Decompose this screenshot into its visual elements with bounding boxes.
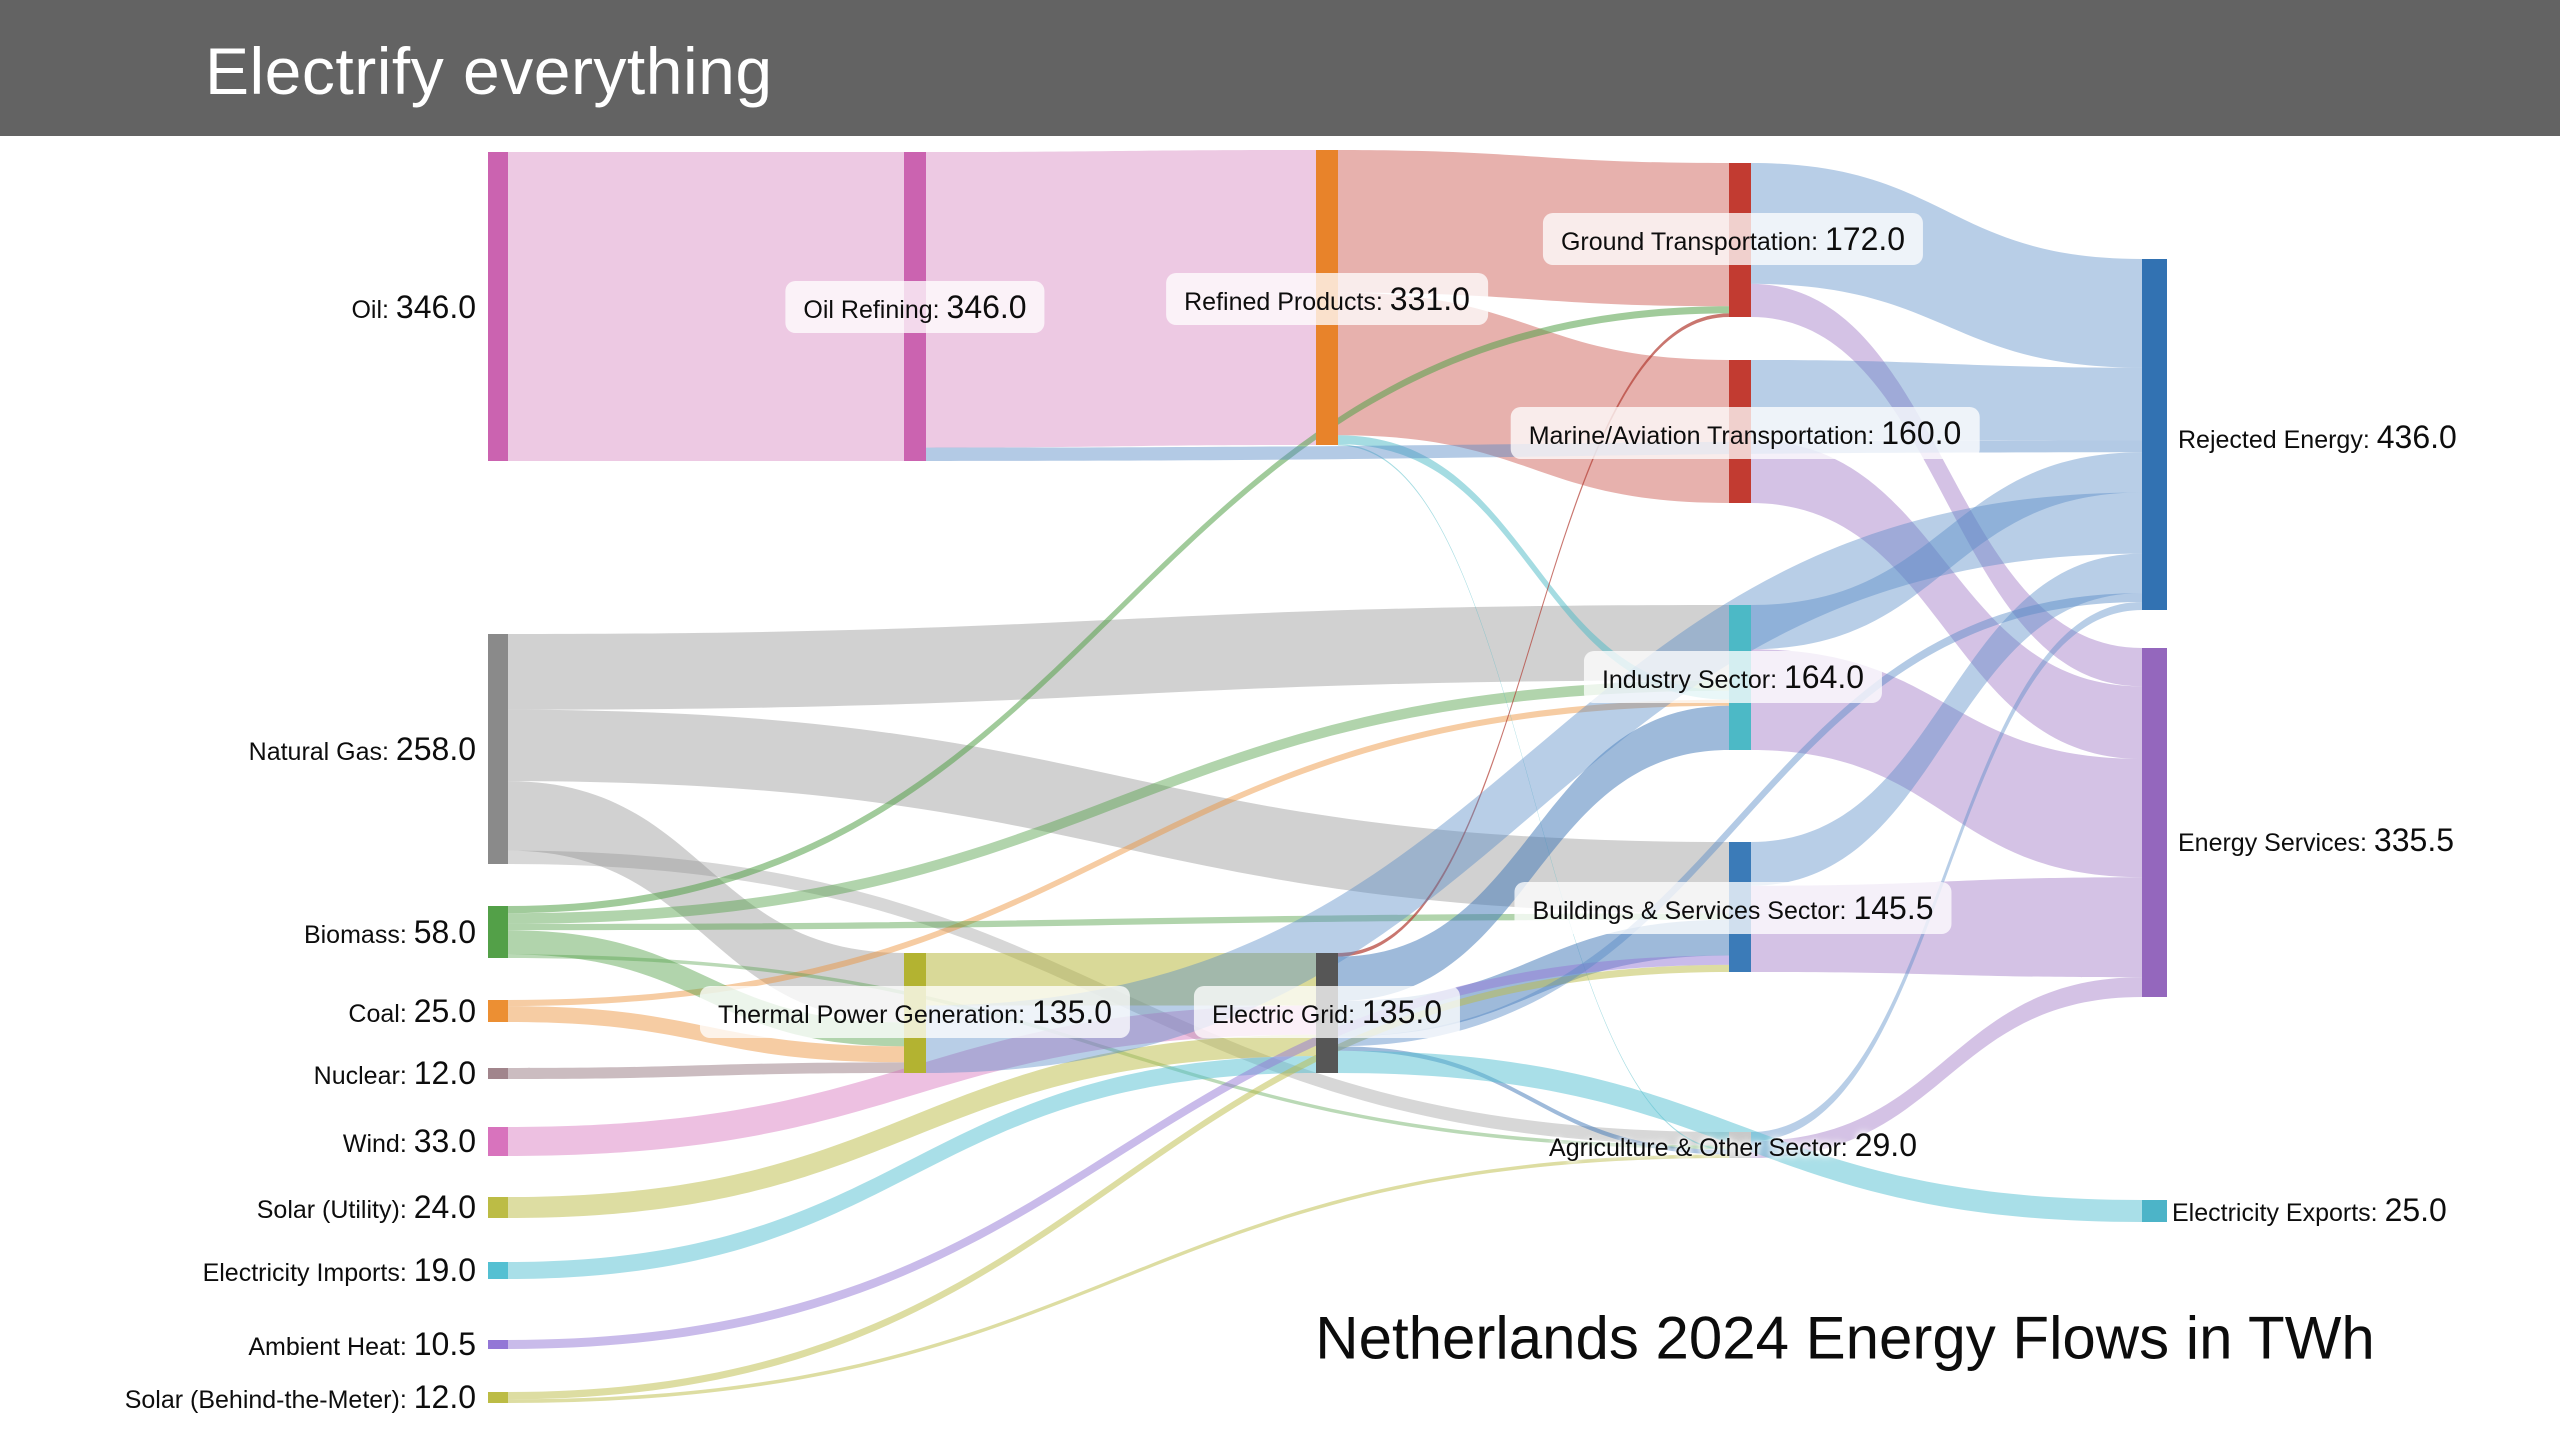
flow-biomass-buildings [508,913,1729,931]
slide-header: Electrify everything [0,0,2560,136]
node-coal[interactable] [488,1000,508,1022]
flow-industry-services [1751,649,2142,878]
node-marine[interactable] [1729,360,1751,503]
node-agriculture[interactable] [1729,1132,1751,1158]
flow-grid-rejected [1338,593,2142,1047]
node-industry[interactable] [1729,605,1751,750]
flow-grid-industry [1338,705,1729,1001]
flow-gas-tpg [508,781,904,1023]
node-exports[interactable] [2142,1200,2167,1222]
flow-agriculture-rejected [1751,601,2142,1141]
node-ground[interactable] [1729,163,1751,317]
node-grid[interactable] [1316,953,1338,1073]
flow-refined-marine [1338,292,1729,503]
flow-nuclear-tpg [508,1062,904,1079]
flow-imports-grid [508,1056,1316,1279]
node-rejected[interactable] [2142,259,2167,610]
node-solar_utility[interactable] [488,1197,508,1218]
flow-buildings-services [1751,877,2142,978]
flow-tpg-rejected [926,492,2142,1073]
flow-grid-agriculture [1338,1046,1729,1155]
flow-coal-industry [508,699,1729,1007]
flow-refined-agriculture [1338,444,1729,1151]
flow-solar_utility-grid [508,1034,1316,1218]
chart-caption: Netherlands 2024 Energy Flows in TWh [1315,1304,2375,1372]
node-imports[interactable] [488,1262,508,1279]
node-solar_btm[interactable] [488,1392,508,1403]
node-biomass[interactable] [488,906,508,958]
flow-refined-ground [1338,150,1729,307]
flow-industry-rejected [1751,452,2142,650]
node-gas[interactable] [488,634,508,864]
flow-biomass-ground [508,306,1729,914]
flow-wind-grid [508,1005,1316,1156]
flow-ambient-buildings [508,955,1729,1349]
node-buildings[interactable] [1729,842,1751,972]
flow-refined-industry [1338,435,1729,700]
node-wind[interactable] [488,1127,508,1156]
flow-ground-rejected [1751,163,2142,368]
flow-agriculture-services [1751,977,2142,1158]
flow-gas-industry [508,605,1729,710]
node-ambient[interactable] [488,1340,508,1349]
flow-refining-refined [926,150,1316,448]
flow-ground-services [1751,283,2142,687]
node-nuclear[interactable] [488,1068,508,1079]
flow-solar_btm-agriculture [508,1154,1729,1403]
flow-marine-rejected [1751,360,2142,441]
flow-buildings-rejected [1751,553,2142,886]
node-refining[interactable] [904,152,926,461]
node-tpg[interactable] [904,953,926,1073]
flow-grid-ground [1338,313,1729,957]
flow-oil-refining [508,152,904,461]
flow-gas-buildings [508,709,1729,914]
node-refined[interactable] [1316,150,1338,445]
flow-solar_btm-buildings [508,964,1729,1400]
flow-biomass-industry [508,680,1729,924]
slide-title: Electrify everything [205,34,773,109]
node-services[interactable] [2142,648,2167,997]
node-oil[interactable] [488,152,508,461]
flow-marine-services [1751,440,2142,759]
